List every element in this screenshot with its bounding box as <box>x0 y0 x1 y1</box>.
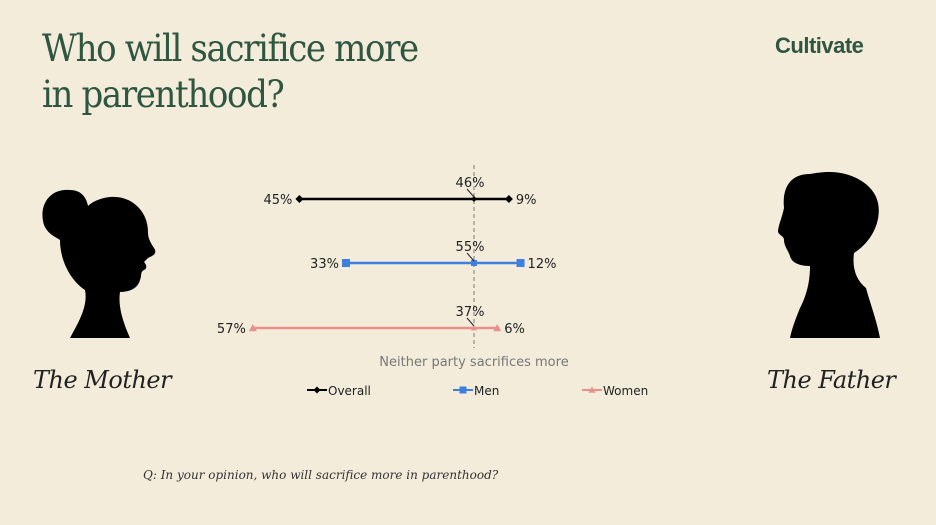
title-line-2: in parenthood? <box>42 73 285 116</box>
mother-value-label: 57% <box>217 322 246 337</box>
father-point <box>504 195 513 203</box>
center-label: Neither party sacrifices more <box>379 355 568 370</box>
dumbbell-chart: Neither party sacrifices more 45% 9% 46% Ove… <box>217 165 648 398</box>
neither-value-label: 46% <box>456 176 485 191</box>
father-caption: The Father <box>767 366 896 394</box>
legend-label-overall: Overall <box>328 384 371 398</box>
neither-point <box>471 325 477 331</box>
mother-caption: The Mother <box>33 366 172 394</box>
legend-marker-overall <box>313 386 321 394</box>
father-silhouette-icon <box>778 172 880 338</box>
neither-value-label: 37% <box>456 305 485 320</box>
mother-value-label: 33% <box>310 257 339 272</box>
mother-point <box>248 324 257 332</box>
father-value-label: 9% <box>516 193 537 208</box>
leader-line <box>466 252 475 262</box>
legend-label-men: Men <box>474 384 499 398</box>
father-value-label: 6% <box>504 322 525 337</box>
mother-value-label: 45% <box>263 193 292 208</box>
survey-question: Q: In your opinion, who will sacrifice m… <box>143 468 499 482</box>
leader-line <box>466 317 475 327</box>
mother-silhouette-icon <box>42 189 156 338</box>
neither-point <box>471 196 477 202</box>
neither-point <box>471 260 477 266</box>
father-point <box>516 259 525 267</box>
title-line-1: Who will sacrifice more <box>42 27 419 70</box>
father-point <box>493 324 502 332</box>
father-value-label: 12% <box>528 257 557 272</box>
leader-line <box>466 188 475 198</box>
neither-value-label: 55% <box>456 240 485 255</box>
mother-point <box>295 195 304 203</box>
legend-label-women: Women <box>603 384 648 398</box>
mother-point <box>341 259 350 267</box>
legend-marker-women <box>588 386 596 393</box>
logo: Cultivate <box>775 33 864 58</box>
page-title: Who will sacrifice more in parenthood? <box>42 26 419 118</box>
legend-marker-men <box>459 386 467 394</box>
